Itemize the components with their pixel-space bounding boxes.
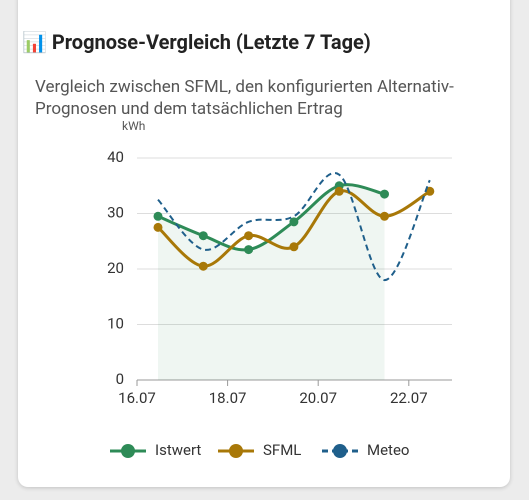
x-tick-label: 16.07 [118,389,156,407]
legend-marker [229,444,243,458]
point [244,231,254,241]
legend-marker [121,444,135,458]
point [380,211,389,221]
point [380,189,389,199]
y-tick-label: 10 [107,314,124,332]
legend-item: SFML [218,441,301,459]
area [158,184,385,380]
legend-label: Istwert [155,441,201,459]
y-tick-label: 20 [107,259,124,277]
legend-label: SFML [263,441,301,459]
point [334,186,344,196]
x-tick-label: 20.07 [299,389,337,407]
y-tick-label: 40 [107,148,124,166]
point [244,245,254,255]
point [289,242,299,252]
legend-item: Istwert [110,441,201,459]
point [198,231,208,241]
legend-label: Meteo [367,441,409,459]
point [425,186,435,196]
x-tick-label: 22.07 [390,389,428,407]
x-tick-label: 18.07 [209,389,247,407]
y-tick-label: 0 [116,370,124,388]
y-axis-label: kWh [122,119,145,133]
legend-marker [333,444,347,458]
point [198,261,208,271]
legend-item: Meteo [322,441,409,459]
point [153,211,163,221]
point [153,222,163,232]
y-tick-label: 30 [107,203,124,221]
chart-subtitle: Vergleich zwischen SFML, den konfigurier… [35,77,454,119]
line [157,172,431,282]
point [289,217,299,227]
chart-title: 📊 Prognose-Vergleich (Letzte 7 Tage) [22,30,371,54]
